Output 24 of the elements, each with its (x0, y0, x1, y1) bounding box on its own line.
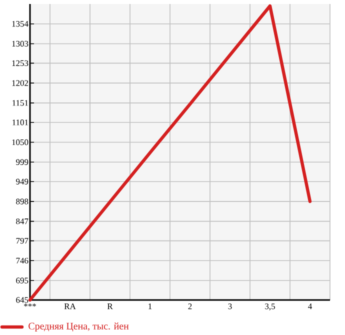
y-tick-label: 1202 (12, 80, 28, 86)
y-tick-label: 898 (16, 198, 28, 204)
y-tick-label: 1253 (12, 60, 28, 66)
x-tick-label: 3 (228, 304, 232, 310)
x-tick-label: 2 (188, 304, 192, 310)
y-tick-label: 1151 (12, 100, 28, 106)
y-tick-label: 1303 (12, 40, 28, 47)
legend-label: Средняя Цена, тыс. йен (28, 322, 129, 332)
x-tick-label: 4 (308, 304, 312, 310)
y-tick-label: 949 (16, 178, 28, 184)
y-tick-label: 847 (16, 218, 28, 224)
y-tick-label: 1354 (12, 21, 28, 27)
y-tick-label: 695 (16, 278, 28, 284)
y-tick-label: 746 (16, 258, 28, 264)
x-tick-label: RA (64, 304, 76, 310)
x-tick-label: 3,5 (265, 304, 275, 310)
y-tick-label: 1101 (12, 120, 28, 126)
y-tick-label: 999 (16, 159, 28, 165)
y-tick-label: 797 (16, 238, 28, 244)
x-tick-label: R (107, 304, 113, 310)
x-tick-label: *** (24, 304, 36, 307)
x-tick-label: 1 (148, 304, 152, 310)
y-tick-label: 1050 (12, 139, 28, 146)
y-tick-label: 645 (16, 297, 28, 303)
